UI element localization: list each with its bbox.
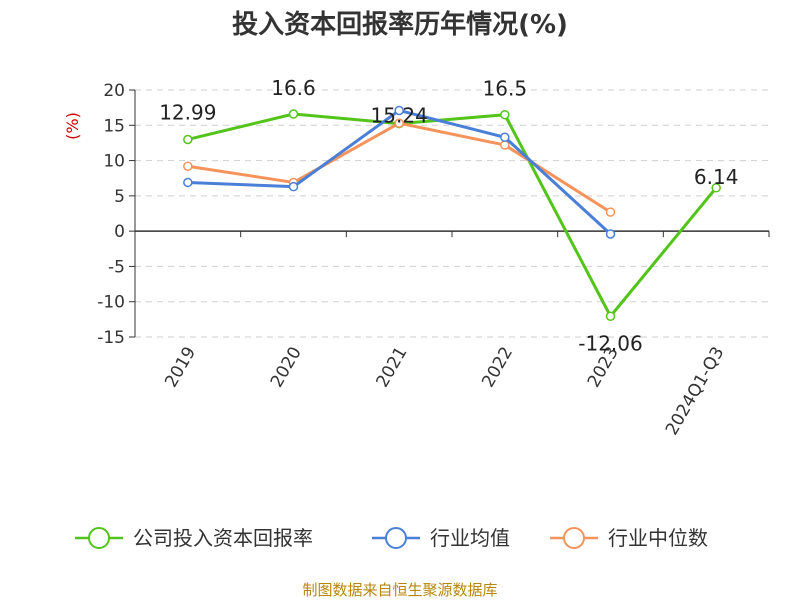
x-tick-label: 2024Q1-Q3 <box>662 344 729 439</box>
legend-label: 行业均值 <box>430 526 510 550</box>
data-point <box>500 132 510 143</box>
data-point <box>183 177 193 188</box>
x-tick-label: 2021 <box>373 344 412 391</box>
data-point <box>183 161 193 171</box>
data-label: 16.6 <box>271 76 316 100</box>
data-label: 12.99 <box>159 100 216 124</box>
data-label: 15.24 <box>371 104 428 128</box>
data-label: 16.5 <box>483 77 528 101</box>
data-point <box>394 105 404 116</box>
legend-marker <box>88 527 110 549</box>
legend: 公司投入资本回报率 行业均值 行业中位数 <box>75 526 708 550</box>
source-note: 制图数据来自恒生聚源数据库 <box>302 581 497 599</box>
series-layer <box>183 105 721 322</box>
y-tick-label: 5 <box>114 187 125 207</box>
x-tick-label: 2019 <box>161 344 200 391</box>
data-point <box>605 207 616 217</box>
legend-label: 行业中位数 <box>608 526 708 550</box>
x-tick-label: 2020 <box>267 344 306 391</box>
y-tick-label: 10 <box>103 152 125 172</box>
legend-marker <box>563 527 585 549</box>
data-point <box>288 109 299 119</box>
x-tick-label: 2022 <box>478 344 517 391</box>
y-tick-label: 20 <box>103 81 125 101</box>
data-point <box>183 134 193 145</box>
legend-marker <box>385 527 407 549</box>
series-line-2 <box>187 121 612 214</box>
data-point <box>500 109 510 120</box>
y-tick-label: 15 <box>103 116 125 136</box>
x-axis: 2019 2020 2021 2022 2023 2024Q1-Q3 <box>134 230 770 439</box>
chart-title: 投入资本回报率历年情况(%) <box>232 9 568 40</box>
y-axis: 20 15 10 5 0 -5 -10 -15 <box>97 81 136 348</box>
data-label: 6.14 <box>694 165 739 189</box>
data-labels: 12.99 16.6 15.24 16.5 -12.06 6.14 <box>159 76 738 355</box>
y-tick-label: -5 <box>108 257 125 277</box>
y-tick-label: -10 <box>97 293 125 313</box>
y-tick-label: 0 <box>114 222 125 242</box>
data-point <box>500 140 510 150</box>
series-line-0 <box>187 112 718 318</box>
gridlines <box>135 89 769 338</box>
legend-label: 公司投入资本回报率 <box>133 526 313 550</box>
data-point <box>711 183 721 193</box>
data-point <box>394 118 404 128</box>
data-point <box>605 229 616 239</box>
data-label: -12.06 <box>578 331 642 355</box>
y-axis-unit: (%) <box>63 112 82 140</box>
data-point <box>605 311 616 322</box>
data-point <box>288 181 299 192</box>
y-tick-label: -15 <box>97 328 125 348</box>
